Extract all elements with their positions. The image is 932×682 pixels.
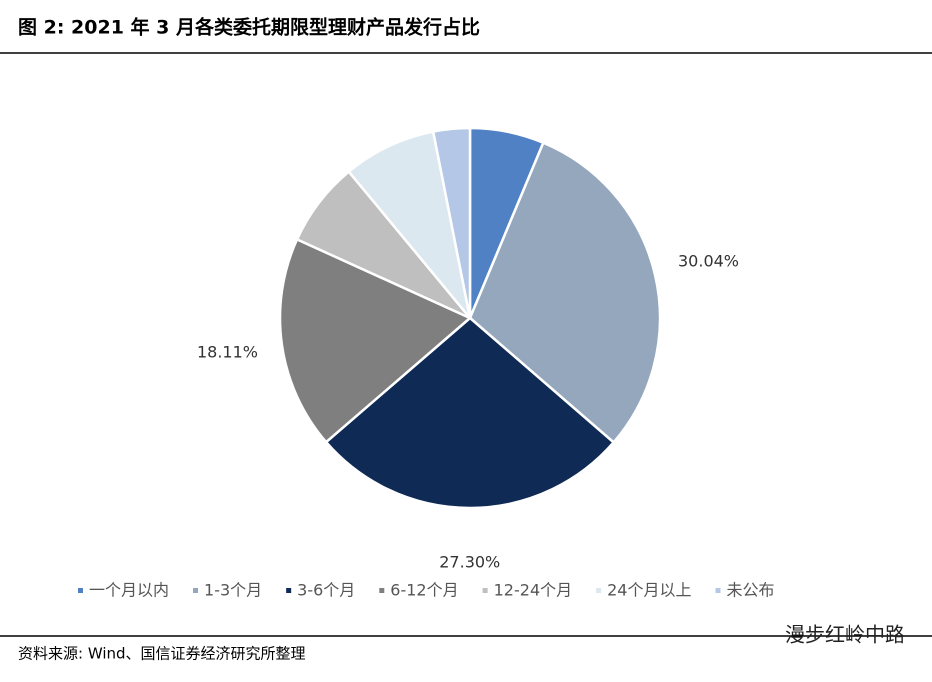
chart-title: 图 2: 2021 年 3 月各类委托期限型理财产品发行占比 [18,16,480,39]
legend: 一个月以内 1-3个月 3-6个月 6-12个月 12-24个月 24个月以上 未公布 [78,581,775,600]
pie-slice [278,237,473,444]
legend-marker [193,588,199,593]
pie-slice [347,130,472,319]
pie-slice [431,126,472,319]
legend-label: 未公布 [727,581,775,600]
pie: 30.04% 27.30% 18.11% [197,126,739,571]
legend-marker [715,588,721,593]
legend-label: 6-12个月 [390,581,458,600]
pie-slice [324,316,616,510]
legend-label: 12-24个月 [494,581,573,600]
legend-label: 1-3个月 [204,581,262,600]
value-label: 27.30% [439,552,500,571]
watermark: 漫步红岭中路 [785,623,905,647]
legend-marker [482,588,488,593]
legend-marker [596,588,602,593]
pie-slice [468,141,662,445]
legend-label: 24个月以上 [607,581,691,600]
legend-label: 3-6个月 [297,581,355,600]
value-label: 18.11% [197,342,258,361]
legend-label: 一个月以内 [89,581,169,600]
value-label: 30.04% [678,252,739,271]
source-note: 资料来源: Wind、国信证券经济研究所整理 [18,645,306,663]
legend-marker [379,588,385,593]
legend-marker [78,588,83,593]
legend-marker [286,588,292,593]
